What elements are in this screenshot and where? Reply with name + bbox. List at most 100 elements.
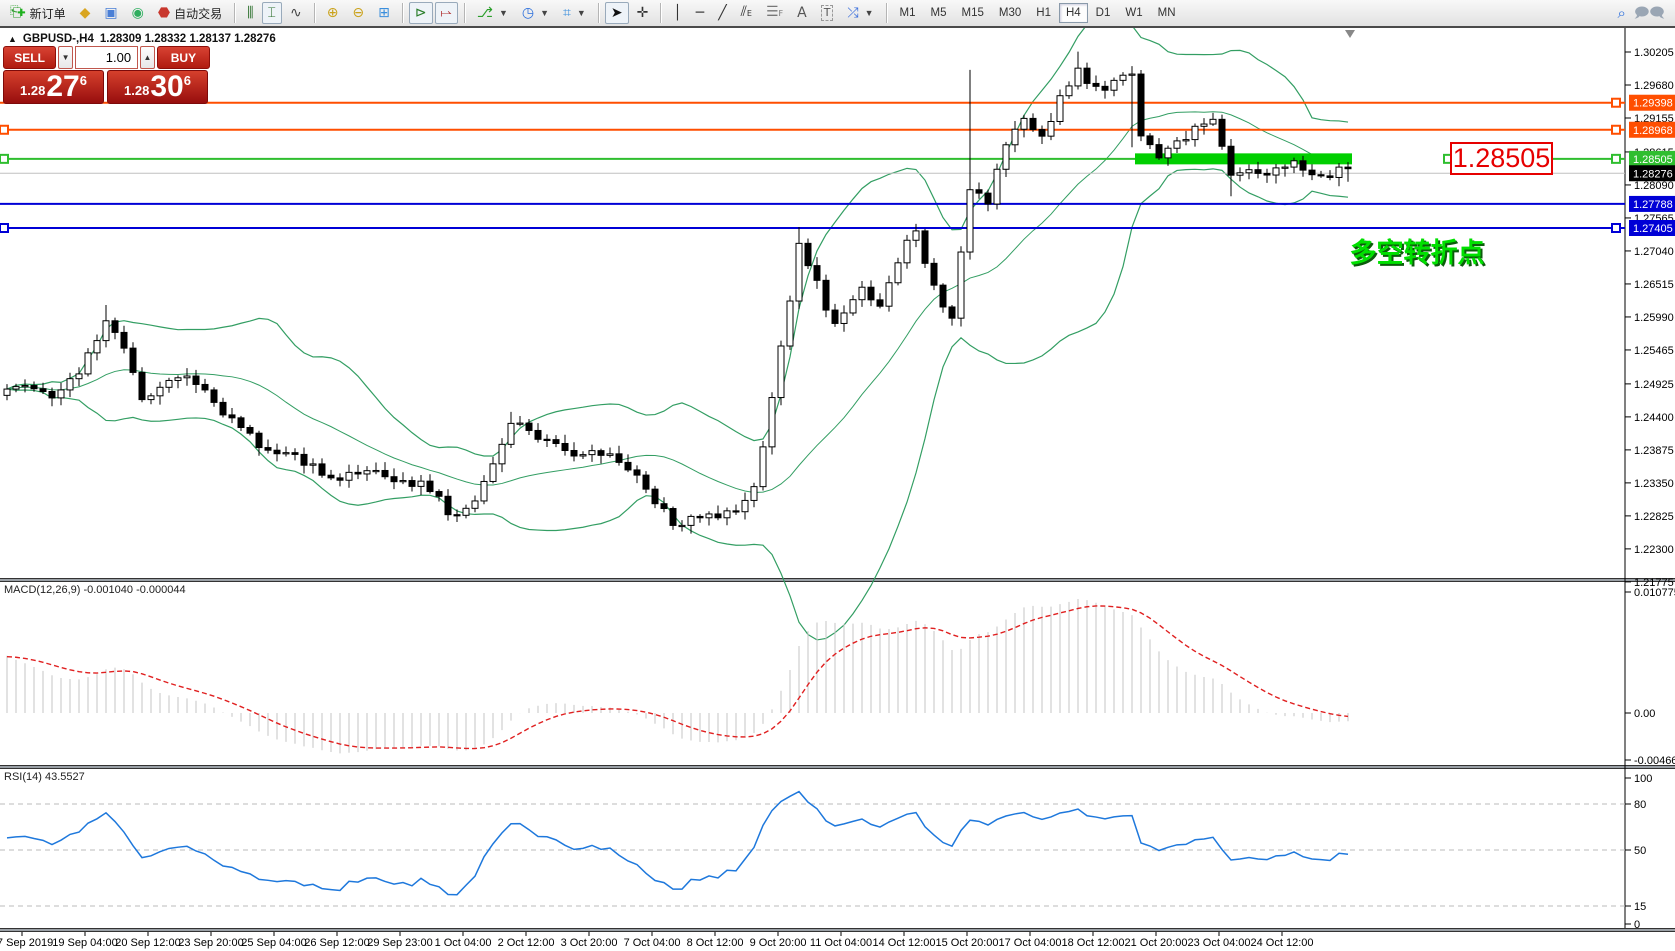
candle-body: [1326, 175, 1334, 178]
candle-body: [255, 432, 263, 449]
timeframe-h4[interactable]: H4: [1058, 3, 1088, 23]
candle-body: [84, 352, 92, 375]
price-callout-label[interactable]: 1.28505: [1450, 142, 1553, 175]
candle-body: [435, 491, 443, 497]
text-label-button[interactable]: T: [815, 2, 840, 24]
vertical-line-button[interactable]: │: [667, 2, 687, 24]
candle-body: [786, 300, 794, 347]
candle-body: [399, 480, 407, 483]
timeframe-m5[interactable]: M5: [930, 7, 947, 19]
timeframe-m1[interactable]: M1: [899, 7, 916, 19]
text-button[interactable]: A: [791, 2, 813, 24]
chat-icon[interactable]: 🗩🗨: [1633, 5, 1665, 21]
toolbar-separator: [463, 3, 465, 23]
one-click-trading-panel: SELL ▼ 1.00 ▲ BUY 1.28 27 6 1.28 30 6: [3, 46, 211, 104]
turning-point-annotation[interactable]: 多空转折点: [1349, 238, 1485, 269]
trendline-button[interactable]: ╱: [712, 2, 732, 24]
symbol-title: GBPUSD-,H4: [22, 33, 94, 45]
indicators-button[interactable]: ⎇ ▼: [471, 2, 514, 24]
candle-body: [1074, 67, 1082, 87]
autotrading-button[interactable]: ⬣ 自动交易: [152, 2, 228, 24]
strategy-tester-button[interactable]: ◉: [126, 2, 150, 24]
candle-body: [1227, 145, 1235, 176]
hline-1.28968[interactable]: [0, 124, 1625, 135]
crosshair-button[interactable]: ✛: [631, 2, 655, 24]
pane-separator: [0, 581, 1675, 582]
macd-label: MACD(12,26,9) -0.001040 -0.000044: [4, 584, 186, 596]
zoom-out-button[interactable]: ⊖: [346, 2, 370, 24]
hline-1.27405[interactable]: [0, 222, 1625, 233]
timeframe-h1[interactable]: H1: [1036, 7, 1051, 19]
templates-button[interactable]: ⌗ ▼: [557, 2, 592, 24]
timeframe-mn[interactable]: MN: [1157, 7, 1176, 19]
candle-body: [1029, 117, 1037, 131]
time-axis-label: 19 Sep 04:00: [52, 937, 117, 949]
candle-body: [678, 524, 686, 528]
price-badge: 1.28276: [1629, 165, 1675, 182]
terminal-button[interactable]: ▣: [98, 2, 123, 24]
volume-up-button[interactable]: ▲: [140, 46, 155, 69]
sell-price-box[interactable]: 1.28 27 6: [3, 70, 104, 104]
candle-body: [1047, 120, 1055, 137]
volume-down-button[interactable]: ▼: [58, 46, 73, 69]
candle-body: [354, 471, 362, 475]
timeframe-m15[interactable]: M15: [961, 7, 984, 19]
candlestick-chart-button[interactable]: ⌶: [261, 2, 282, 24]
candle-body: [1299, 160, 1307, 171]
toolbar-separator: [660, 3, 662, 23]
periods-button[interactable]: ◷ ▼: [516, 2, 555, 24]
market-watch-button[interactable]: ◆: [74, 2, 97, 24]
bar-chart-button[interactable]: ⫼: [241, 2, 259, 24]
cursor-button[interactable]: ➤: [604, 2, 629, 24]
price-badge-label: 1.28505: [1633, 154, 1673, 166]
horizontal-line-button[interactable]: ─: [690, 2, 710, 24]
buy-price-box[interactable]: 1.28 30 6: [107, 70, 208, 104]
symbol-title-line: ▲ GBPUSD-,H4 1.28309 1.28332 1.28137 1.2…: [8, 33, 276, 45]
line-anchor: [0, 124, 9, 135]
auto-scroll-icon: ⊳: [414, 5, 427, 21]
search-icon[interactable]: ⌕: [1617, 4, 1626, 22]
candle-body: [390, 476, 398, 483]
price-badge-bg: [1629, 219, 1675, 236]
chevron-down-icon: ▼: [540, 8, 550, 18]
highlight-bar[interactable]: [1135, 153, 1352, 165]
timeframe-m30[interactable]: M30: [998, 7, 1022, 19]
sell-button[interactable]: SELL: [3, 46, 57, 69]
candle-body: [714, 513, 722, 519]
time-axis-label: 9 Oct 20:00: [750, 937, 807, 949]
auto-scroll-button[interactable]: ⊳: [408, 2, 433, 24]
candle-body: [264, 447, 272, 451]
timeframe-d1[interactable]: D1: [1095, 7, 1111, 19]
zoom-in-button[interactable]: ⊕: [321, 2, 345, 24]
candle-body: [903, 239, 911, 264]
price-badge: 1.27405: [1629, 219, 1675, 236]
candle-body: [219, 401, 227, 416]
rsi-label: RSI(14) 43.5527: [4, 771, 85, 783]
price-badge-label: 1.28276: [1633, 168, 1673, 180]
candle-body: [1209, 118, 1217, 125]
candle-body: [111, 320, 119, 333]
price-badge-bg: [1629, 94, 1675, 111]
macd-axis-label: 0.010775: [1634, 587, 1675, 599]
hline-1.29398[interactable]: [0, 97, 1625, 108]
timeframe-w1[interactable]: W1: [1125, 7, 1143, 19]
arrows-button[interactable]: ⤮ ▼: [841, 2, 879, 24]
new-order-button[interactable]: ⎗✚ 新订单: [4, 2, 72, 24]
chart-shift-button[interactable]: ⥛: [434, 2, 458, 24]
candle-body: [813, 265, 821, 281]
line-chart-button[interactable]: ∿: [284, 2, 308, 24]
tile-windows-button[interactable]: ⊞: [372, 2, 396, 24]
volume-input[interactable]: 1.00: [74, 46, 139, 69]
shift-marker: [1345, 30, 1355, 38]
candle-body: [705, 513, 713, 519]
candle-body: [696, 515, 704, 519]
templates-icon: ⌗: [563, 5, 571, 21]
candle-body: [372, 469, 380, 473]
channel-button[interactable]: ⫽E: [735, 2, 758, 24]
text-label-icon: T: [820, 5, 834, 21]
buy-button[interactable]: BUY: [156, 46, 211, 69]
fibonacci-button[interactable]: ☰F: [760, 2, 789, 24]
price-badge: 1.28505: [1629, 150, 1675, 167]
chart-area[interactable]: 1.302051.296801.291551.286151.280901.275…: [0, 28, 1675, 951]
collapse-icon[interactable]: ▲: [8, 34, 17, 44]
